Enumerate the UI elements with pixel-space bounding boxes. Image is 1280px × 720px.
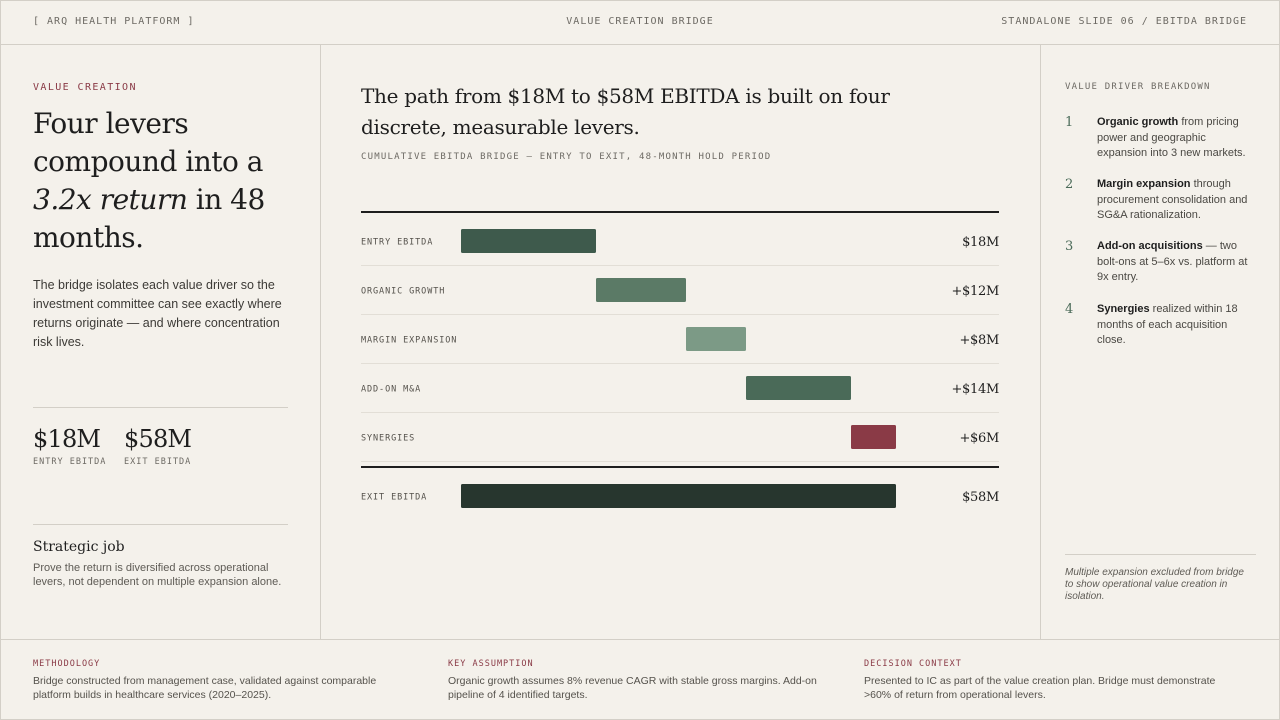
driver-number: 1 — [1065, 115, 1074, 130]
row-divider — [361, 265, 999, 266]
driver-number: 2 — [1065, 177, 1074, 192]
strategic-job-text: Prove the return is diversified across o… — [33, 562, 282, 588]
bar-label: ENTRY EBITDA — [361, 238, 433, 248]
bar-value-label: +$6M — [959, 431, 999, 446]
footer-methodology: METHODOLOGY Bridge constructed from mana… — [33, 659, 403, 702]
bar-label: ADD-ON M&A — [361, 385, 421, 395]
stat-entry: $18M ENTRY EBITDA — [33, 425, 106, 467]
bar-value-label: +$14M — [951, 382, 999, 397]
bar-value-label: $58M — [962, 490, 999, 505]
right-panel: VALUE DRIVER BREAKDOWN 1 Organic growth … — [1040, 45, 1280, 640]
driver-text: Synergies realized within 18 months of e… — [1097, 302, 1259, 349]
bar-exit-ebitda — [461, 484, 896, 508]
chart-headline: The path from $18M to $58M EBITDA is bui… — [361, 84, 890, 139]
bar-label: SYNERGIES — [361, 434, 415, 444]
footer-text: Presented to IC as part of the value cre… — [864, 675, 1216, 701]
headline: Four levers compound into a 3.2x return … — [33, 105, 303, 257]
slide-number: STANDALONE SLIDE 06 / EBITDA BRIDGE — [1001, 16, 1247, 27]
footer-key: DECISION CONTEXT — [864, 659, 962, 669]
row-divider — [361, 461, 999, 462]
row-divider — [361, 363, 999, 364]
strategic-job-title: Strategic job — [33, 539, 125, 555]
bar-value-label: $18M — [962, 235, 999, 250]
divider — [33, 407, 288, 408]
driver-note: Multiple expansion excluded from bridge … — [1065, 567, 1244, 602]
bar-value-label: +$8M — [959, 333, 999, 348]
chart-top-rule — [361, 211, 999, 213]
main-panel: The path from $18M to $58M EBITDA is bui… — [321, 45, 1040, 640]
chart-total-rule — [361, 466, 999, 468]
bar-entry-ebitda — [461, 229, 596, 253]
headline-pre: Four levers compound into a — [33, 107, 263, 178]
section-eyebrow: VALUE CREATION — [33, 82, 137, 93]
driver-text: Margin expansion through procurement con… — [1097, 177, 1259, 224]
driver-number: 3 — [1065, 239, 1074, 254]
slide-title: VALUE CREATION BRIDGE — [566, 16, 714, 27]
bar-organic-growth — [596, 278, 686, 302]
stat-label: EXIT EBITDA — [124, 457, 192, 467]
bar-label: EXIT EBITDA — [361, 493, 427, 503]
stat-exit: $58M EXIT EBITDA — [124, 425, 192, 467]
driver-bold: Add-on acquisitions — [1097, 240, 1203, 252]
driver-desc: from pricing power and geographic expans… — [1097, 116, 1246, 159]
driver-text: Add-on acquisitions — two bolt-ons at 5–… — [1097, 239, 1259, 286]
footer-text: Bridge constructed from management case,… — [33, 675, 377, 701]
bar-label: MARGIN EXPANSION — [361, 336, 457, 346]
stat-value: $58M — [124, 425, 192, 453]
footer-key: KEY ASSUMPTION — [448, 659, 534, 669]
driver-desc: realized within 18 months of each acquis… — [1097, 303, 1238, 346]
platform-label: [ ARQ HEALTH PLATFORM ] — [33, 16, 195, 27]
footer-key: METHODOLOGY — [33, 659, 101, 669]
headline-post: in 48 months. — [33, 183, 265, 254]
ebitda-bridge-chart: ENTRY EBITDA $18M ORGANIC GROWTH +$12M MARGI… — [361, 211, 999, 508]
driver-number: 4 — [1065, 302, 1074, 317]
row-divider — [361, 412, 999, 413]
bar-add-on-m-a — [746, 376, 851, 400]
driver-breakdown-eyebrow: VALUE DRIVER BREAKDOWN — [1065, 82, 1211, 92]
driver-desc: through procurement consolidation and SG… — [1097, 178, 1248, 221]
footer-bar: METHODOLOGY Bridge constructed from mana… — [0, 639, 1280, 720]
bar-label: ORGANIC GROWTH — [361, 287, 445, 297]
lede-text: The bridge isolates each value driver so… — [33, 278, 282, 349]
left-panel: VALUE CREATION Four levers compound into… — [0, 45, 321, 640]
driver-bold: Margin expansion — [1097, 178, 1191, 190]
bar-synergies — [851, 425, 896, 449]
bar-value-label: +$12M — [951, 284, 999, 299]
driver-bold: Synergies — [1097, 303, 1150, 315]
stat-value: $18M — [33, 425, 101, 453]
footer-decision-context: DECISION CONTEXT Presented to IC as part… — [864, 659, 1234, 702]
row-divider — [361, 314, 999, 315]
header-bar: [ ARQ HEALTH PLATFORM ] VALUE CREATION B… — [0, 0, 1280, 45]
divider — [33, 524, 288, 525]
bar-margin-expansion — [686, 327, 746, 351]
driver-desc: — two bolt-ons at 5–6x vs. platform at 9… — [1097, 240, 1248, 283]
chart-subtitle: CUMULATIVE EBITDA BRIDGE — ENTRY TO EXIT… — [361, 152, 772, 162]
stat-label: ENTRY EBITDA — [33, 457, 107, 467]
headline-emphasis: 3.2x return — [33, 183, 188, 216]
footer-key-assumption: KEY ASSUMPTION Organic growth assumes 8%… — [448, 659, 818, 702]
driver-text: Organic growth from pricing power and ge… — [1097, 115, 1259, 162]
divider — [1065, 554, 1256, 555]
footer-text: Organic growth assumes 8% revenue CAGR w… — [448, 675, 817, 701]
driver-bold: Organic growth — [1097, 116, 1179, 128]
